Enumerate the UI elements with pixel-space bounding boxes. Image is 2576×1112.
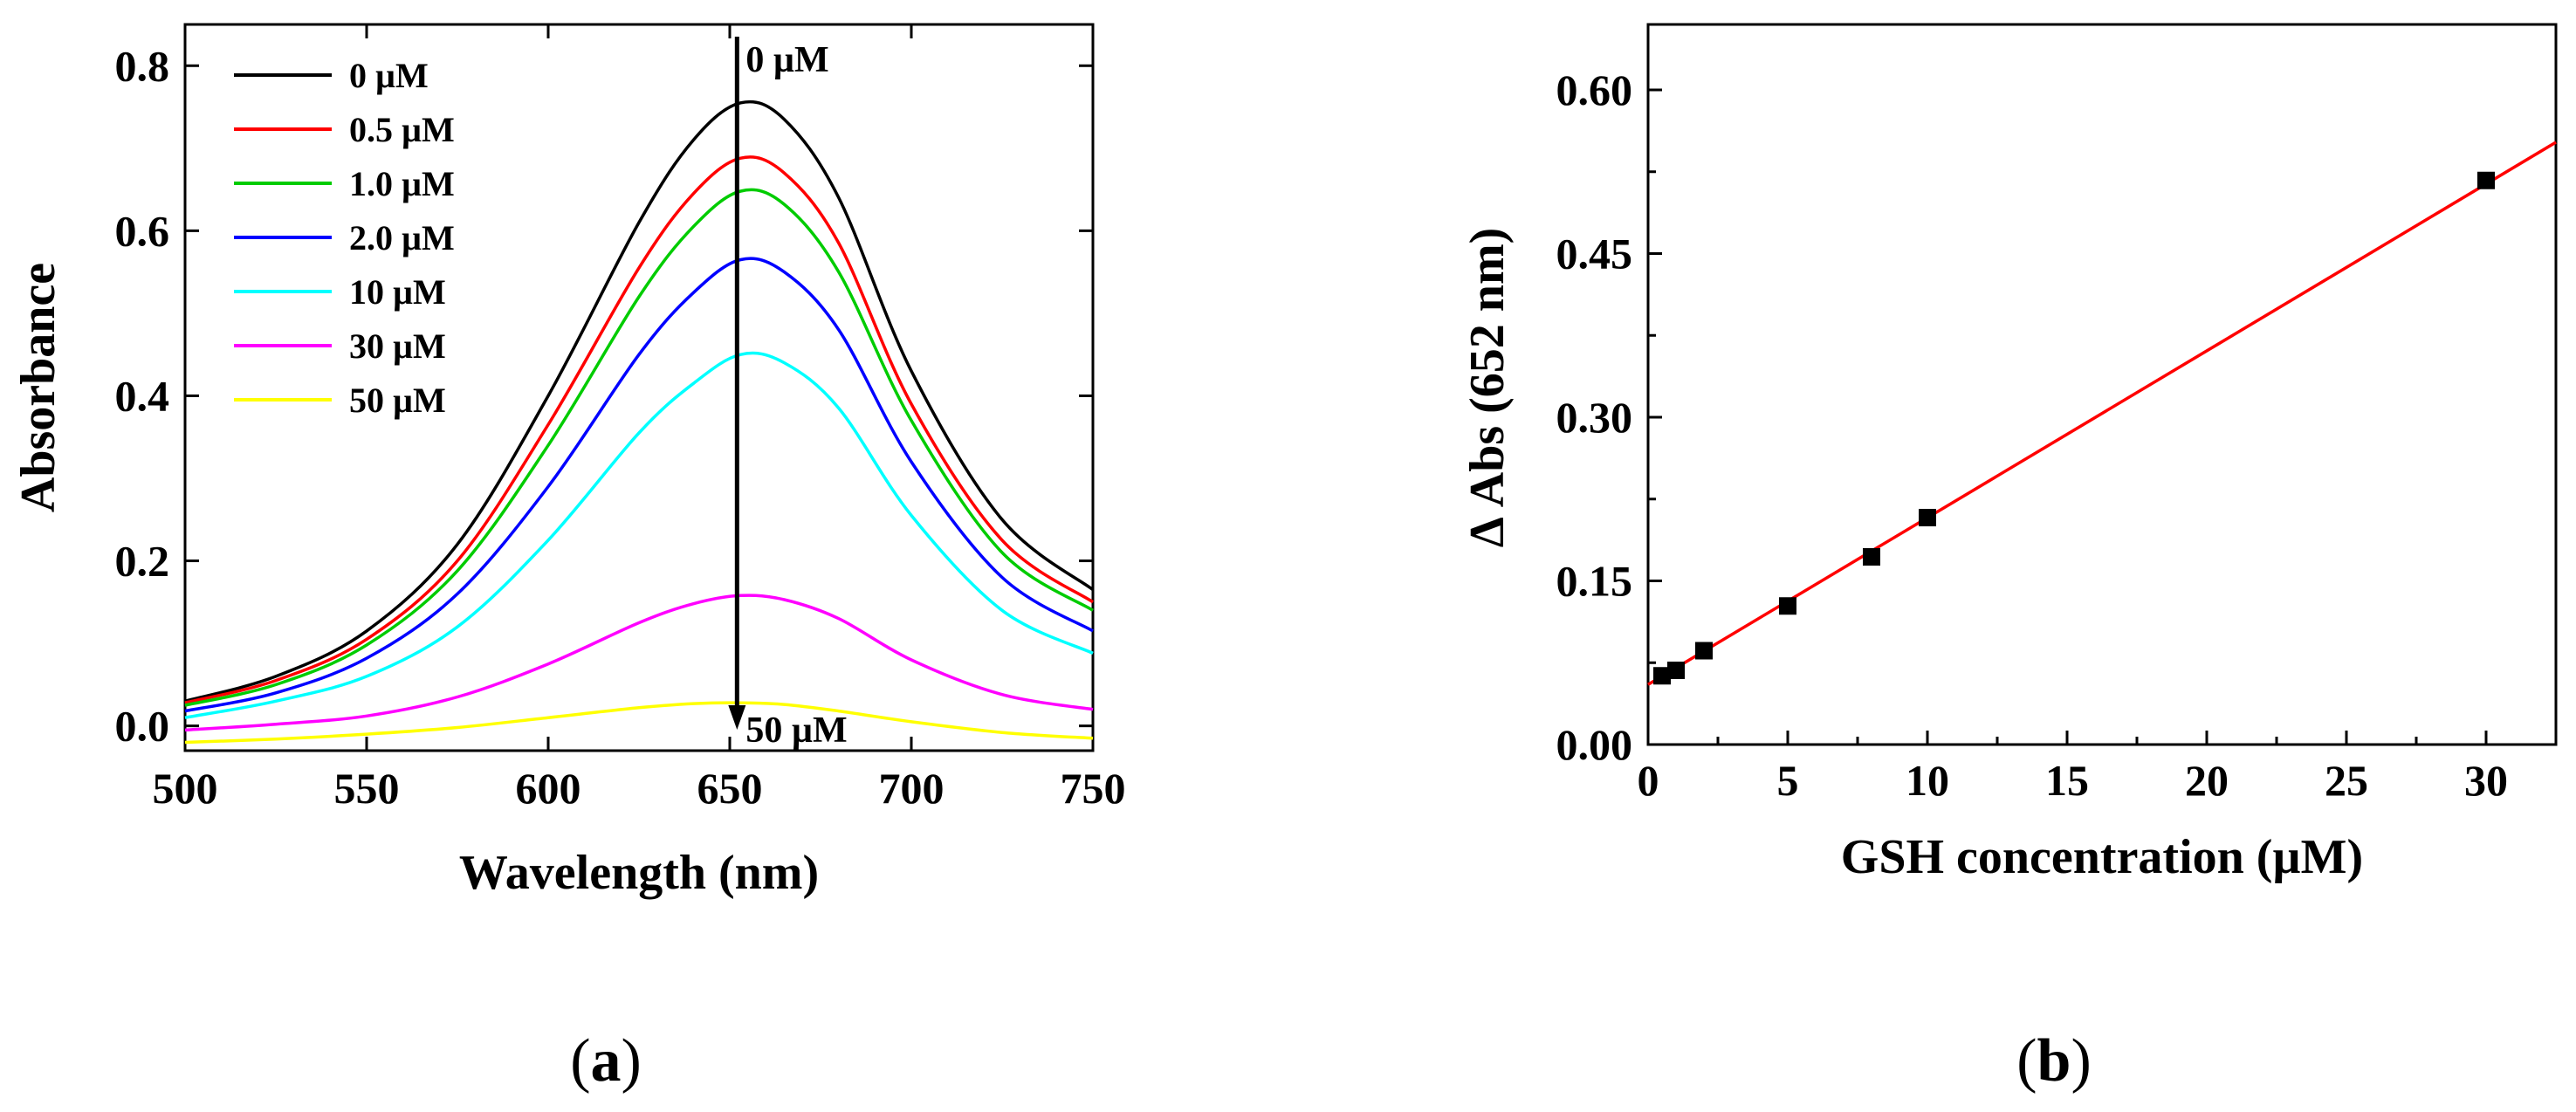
panel-a-chart: 500 550 600 650 700 750 0.0 0.2 0.4 0.6 0.8 0 µM …: [11, 23, 1126, 1095]
panel-a-series-line: [184, 351, 1094, 719]
panel-b-y-tick-label: 0.30: [1556, 393, 1633, 442]
panel-a-x-tick-label: 550: [334, 764, 400, 813]
panel-b-caption: (b): [2016, 1027, 2092, 1095]
panel-b-y-tick-label: 0.45: [1556, 230, 1633, 278]
panel-b-x-tick-label: 30: [2464, 756, 2508, 805]
panel-b-x-tick-label: 15: [2045, 756, 2089, 805]
panel-b-y-tick-label: 0.60: [1556, 65, 1633, 114]
panel-a-series-lines: [184, 100, 1095, 745]
panel-b-chart: 0 5 10 15 20 25 30 0.00 0.15 0.30 0.45 0.60 GSH co…: [1460, 23, 2558, 1095]
panel-a-x-tick-label: 500: [153, 764, 218, 813]
panel-a-series-line: [184, 257, 1094, 713]
panel-b-data-point: [1667, 662, 1685, 679]
panel-b-y-tick-label: 0.15: [1556, 557, 1633, 606]
panel-a-y-ticks: 0.0 0.2 0.4 0.6 0.8: [115, 41, 1093, 751]
panel-a-series-line: [184, 594, 1094, 732]
panel-a-legend-label: 50 µM: [349, 381, 446, 420]
panel-a-legend-label: 0 µM: [349, 56, 429, 95]
panel-a-annotation-bottom: 50 µM: [745, 710, 847, 751]
panel-a-legend-label: 2.0 µM: [349, 218, 455, 257]
panel-a-legend-label: 10 µM: [349, 272, 446, 312]
panel-a-series-line: [184, 100, 1095, 703]
panel-a-arrow-head: [728, 705, 746, 730]
panel-b-x-tick-label: 5: [1777, 756, 1799, 805]
panel-a-series-line: [184, 155, 1094, 704]
panel-b-y-axis-label: Δ Abs (652 nm): [1460, 228, 1515, 548]
panel-b-y-ticks: 0.00 0.15 0.30 0.45 0.60: [1556, 65, 1662, 769]
panel-a-x-tick-label: 750: [1061, 764, 1126, 813]
panel-a-y-axis-label: Absorbance: [11, 263, 65, 512]
panel-a-y-tick-label: 0.0: [115, 702, 170, 751]
panel-a-annotation-top: 0 µM: [745, 40, 828, 80]
panel-a-y-tick-label: 0.2: [115, 537, 170, 586]
panel-b-x-tick-label: 0: [1638, 756, 1659, 805]
panel-a-series-line: [184, 188, 1094, 707]
panel-a-legend-label: 0.5 µM: [349, 110, 455, 149]
panel-b-y-tick-label: 0.00: [1556, 720, 1633, 769]
panel-b-data-point: [1653, 667, 1671, 685]
panel-a-x-tick-label: 600: [516, 764, 581, 813]
panel-b-x-tick-label: 25: [2325, 756, 2368, 805]
panel-b-data-point: [1695, 642, 1713, 660]
panel-b-fit-line-segment: [1647, 141, 2557, 686]
panel-a-plot-frame: [183, 23, 1095, 752]
panel-b-fit-line: [1647, 141, 2557, 686]
panel-a-caption-letter: a: [591, 1027, 622, 1095]
panel-a-x-axis-label: Wavelength (nm): [459, 846, 819, 900]
panel-b-data-point: [1863, 548, 1880, 566]
panel-b-x-ticks: 0 5 10 15 20 25 30: [1638, 731, 2508, 805]
panel-b-data-point: [1919, 509, 1936, 526]
panel-a-legend: 0 µM 0.5 µM 1.0 µM 2.0 µM 10 µM 30 µM 50 µM: [234, 56, 455, 420]
panel-a-caption: (a): [570, 1027, 642, 1095]
panel-a-x-ticks: 500 550 600 650 700 750: [153, 24, 1126, 813]
panel-a-y-tick-label: 0.4: [115, 371, 170, 420]
panel-a-x-tick-label: 700: [879, 764, 945, 813]
panel-b-plot-frame: [1646, 23, 2558, 746]
panel-a-y-tick-label: 0.6: [115, 206, 170, 255]
panel-b-x-tick-label: 10: [1906, 756, 1949, 805]
panel-b-x-tick-label: 20: [2185, 756, 2229, 805]
panel-a-x-tick-label: 650: [697, 764, 763, 813]
panel-b-data-point: [1779, 597, 1796, 615]
panel-a-legend-label: 1.0 µM: [349, 164, 455, 203]
panel-a-arrow: [728, 37, 746, 730]
panel-a-series-line: [184, 701, 1094, 745]
panel-b-data-point: [2477, 171, 2495, 189]
panel-b-caption-letter: b: [2037, 1027, 2071, 1095]
panel-b-x-axis-label: GSH concentration (µM): [1841, 830, 2363, 884]
panel-b-data-points: [1653, 171, 2495, 685]
panel-a-y-tick-label: 0.8: [115, 41, 170, 90]
panel-a-legend-label: 30 µM: [349, 326, 446, 366]
